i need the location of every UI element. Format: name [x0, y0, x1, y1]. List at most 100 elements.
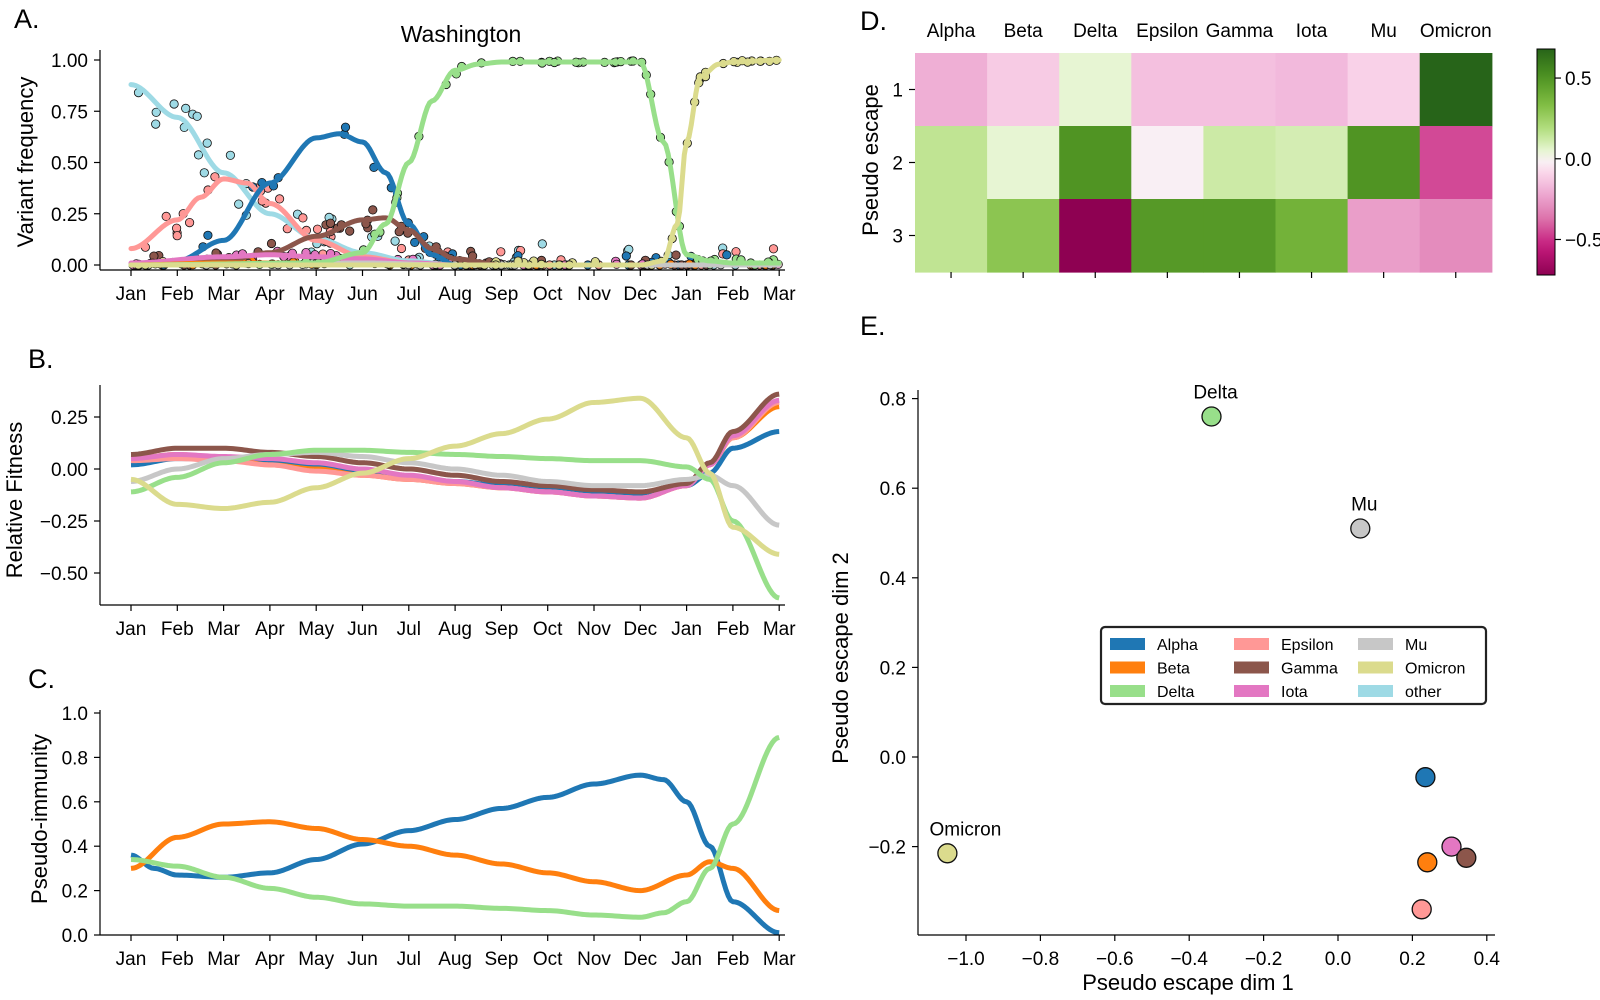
panel-a-point-epsilon: [210, 172, 220, 182]
panel-b-x-tick-label: Aug: [438, 619, 472, 640]
panel-e-x-tick-label: −0.6: [1096, 949, 1134, 970]
panel-a-point-epsilon: [161, 211, 171, 221]
heatmap-cell: [915, 199, 988, 273]
panel-a-x-tick-label: Nov: [577, 284, 611, 305]
panel-c-x-tick-label: Nov: [577, 949, 611, 970]
panel-b-ylabel: Relative Fitness: [2, 422, 27, 579]
colorbar-tick-label: −0.5: [1565, 230, 1600, 251]
heatmap-column-label: Mu: [1370, 21, 1396, 42]
panel-a-x-tick-label: Mar: [763, 284, 796, 305]
scatter-point-delta: [1201, 406, 1222, 427]
panel-a-y-tick-label: 0.25: [51, 205, 88, 226]
panel-e: E. Pseudo escape dim 1 Pseudo escape dim…: [828, 311, 1500, 995]
panel-a-x-tick-label: Oct: [533, 284, 563, 305]
panel-c-plot-area: Jan Feb Mar Apr May Jun Jul Aug Sep Oct Nov Dec Jan F…: [62, 704, 797, 970]
panel-a-y-tick-label: 0.00: [51, 256, 88, 277]
panel-c-x-tick-label: Jan: [116, 949, 147, 970]
panel-b-x-tick-label: Jun: [347, 619, 378, 640]
legend-label-alpha: Alpha: [1157, 637, 1198, 654]
scatter-point-alpha: [1415, 767, 1436, 788]
colorbar: [1536, 48, 1556, 276]
panel-a-point-other: [181, 103, 191, 114]
heatmap-cell: [915, 53, 988, 127]
panel-a-point-other: [390, 236, 400, 246]
heatmap-cell: [1419, 126, 1493, 200]
legend-swatch-epsilon: [1234, 638, 1269, 650]
panel-e-x-tick-label: −1.0: [947, 949, 985, 970]
panel-a-letter: A.: [14, 4, 40, 34]
panel-a-y-tick-label: 0.50: [51, 154, 88, 175]
panel-e-ylabel: Pseudo escape dim 2: [828, 552, 853, 764]
heatmap-cell: [1275, 53, 1349, 127]
panel-d: D. Pseudo escape Alpha Beta Delta Epsilon Ga…: [858, 6, 1600, 278]
panel-b-x-tick-label: Apr: [255, 619, 285, 640]
panel-b-letter: B.: [28, 344, 54, 374]
heatmap-row-label: 2: [892, 154, 903, 175]
panel-e-y-tick-label: 0.2: [880, 658, 906, 679]
heatmap-cell: [1275, 199, 1349, 273]
panel-c-y-tick-label: 0.2: [62, 882, 88, 903]
panel-a-point-epsilon: [312, 224, 323, 234]
panel-b-line-mu: [130, 449, 780, 528]
panel-c-x-tick-label: Dec: [623, 949, 657, 970]
legend-swatch-beta: [1110, 661, 1145, 674]
panel-a-line-omicron: [128, 57, 782, 268]
panel-c-x-tick-label: Jul: [397, 949, 421, 970]
heatmap-cell: [1203, 53, 1277, 127]
panel-b-y-tick-label: −0.50: [40, 564, 88, 585]
panel-e-x-tick-label: 0.0: [1325, 949, 1351, 970]
panel-b-x-tick-label: Mar: [763, 619, 796, 640]
scatter-point-beta: [1417, 852, 1438, 873]
panel-a-point-other: [193, 150, 204, 160]
scatter-point-omicron: [937, 843, 958, 864]
panel-d-letter: D.: [860, 6, 887, 36]
heatmap-cell: [1347, 199, 1421, 273]
scatter-label-delta: Delta: [1193, 383, 1238, 404]
panel-e-xlabel: Pseudo escape dim 1: [1082, 970, 1294, 995]
panel-a-x-tick-label: Mar: [207, 284, 240, 305]
legend-swatch-gamma: [1234, 661, 1269, 674]
panel-c-x-tick-label: Oct: [533, 949, 563, 970]
panel-c-x-tick-label: Mar: [207, 949, 240, 970]
panel-a-point-gamma: [368, 205, 378, 215]
panel-a-y-tick-label: 0.75: [51, 102, 88, 123]
panel-a-title: Washington: [401, 21, 522, 47]
heatmap-column-label: Alpha: [927, 21, 976, 42]
panel-c-ylabel: Pseudo-immunity: [27, 734, 52, 904]
panel-a-point-epsilon: [274, 194, 285, 204]
panel-b-x-tick-label: Nov: [577, 619, 611, 640]
panel-a-point-epsilon: [298, 213, 308, 223]
panel-a-point-alpha: [410, 237, 420, 247]
panel-a-point-other: [169, 99, 179, 109]
panel-c-x-tick-label: Jun: [347, 949, 378, 970]
legend-label-iota: Iota: [1281, 684, 1308, 701]
panel-b-x-tick-label: May: [298, 619, 334, 640]
panel-b-x-tick-label: Jan: [671, 619, 702, 640]
panel-a-point-alpha: [722, 250, 732, 260]
scatter-label-mu: Mu: [1351, 495, 1377, 516]
panel-b-y-tick-label: 0.25: [51, 408, 88, 429]
panel-b-plot-area: Jan Feb Mar Apr May Jun Jul Aug Sep Oct Nov Dec Jan F…: [40, 385, 796, 640]
colorbar-tick-label: 0.5: [1565, 69, 1591, 90]
panel-a-point-epsilon: [185, 218, 195, 228]
panel-e-x-tick-label: 0.4: [1474, 949, 1501, 970]
panel-a-x-tick-label: Jul: [397, 284, 421, 305]
heatmap-cell: [1203, 126, 1277, 200]
panel-b-x-tick-label: Jul: [397, 619, 421, 640]
panel-b-line-gamma: [130, 391, 780, 495]
panel-a-point-epsilon: [768, 244, 779, 254]
panel-c-x-tick-label: Apr: [255, 949, 285, 970]
panel-b-x-tick-label: Feb: [717, 619, 750, 640]
panel-b-x-tick-label: Feb: [161, 619, 194, 640]
heatmap-cell: [1131, 126, 1204, 200]
panel-e-letter: E.: [860, 311, 886, 341]
panel-e-x-tick-label: −0.4: [1170, 949, 1208, 970]
scatter-label-omicron: Omicron: [930, 819, 1002, 840]
panel-a-point-gamma: [325, 218, 336, 228]
legend-label-gamma: Gamma: [1281, 661, 1338, 678]
heatmap-column-label: Omicron: [1420, 21, 1492, 42]
heatmap-row-label: 1: [892, 81, 903, 102]
panel-e-y-tick-label: 0.8: [880, 390, 906, 411]
panel-a-x-tick-label: Jan: [116, 284, 147, 305]
panel-c-x-tick-label: Feb: [717, 949, 750, 970]
